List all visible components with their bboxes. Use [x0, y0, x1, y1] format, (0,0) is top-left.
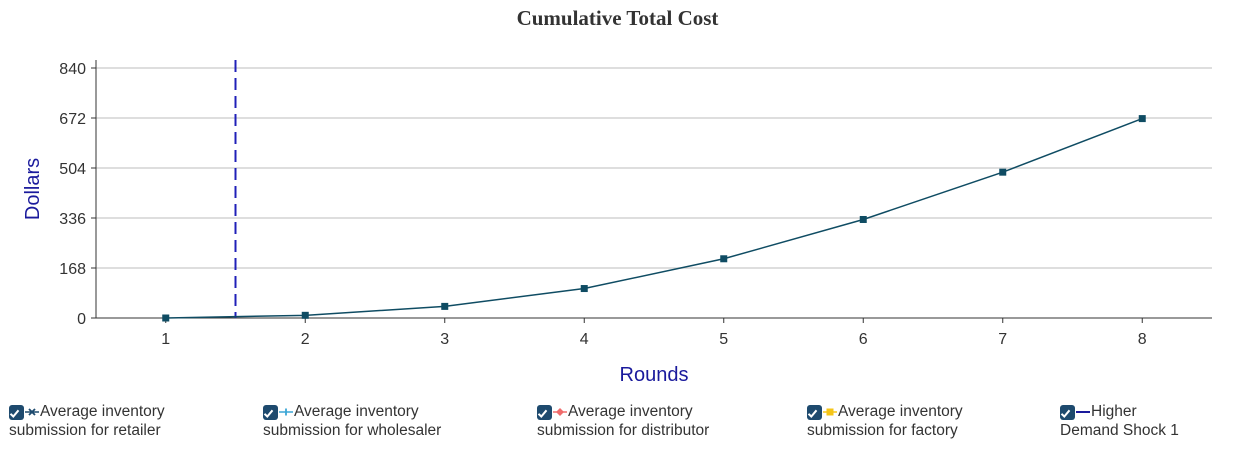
data-point[interactable] — [441, 302, 449, 310]
checkbox-checked[interactable] — [537, 405, 552, 420]
checkbox-checked[interactable] — [807, 405, 822, 420]
line-marker-icon — [1075, 402, 1091, 421]
diamond-marker-icon — [552, 402, 568, 421]
square-marker-icon — [822, 402, 838, 421]
data-point[interactable] — [580, 285, 588, 293]
x-tick-label: 7 — [998, 331, 1007, 348]
legend-label-line1: Average inventory — [838, 403, 963, 420]
y-axis-title: Dollars — [22, 158, 44, 220]
legend-label-line2: submission for wholesaler — [263, 422, 442, 439]
checkbox-checked[interactable] — [9, 405, 24, 420]
x-tick-label: 1 — [161, 331, 170, 348]
legend-item[interactable]: Average inventory submission for wholesal… — [263, 402, 441, 440]
x-tick-labels: 1 2 3 4 5 6 7 8 — [161, 331, 1147, 348]
x-tick-label: 3 — [440, 331, 449, 348]
axes — [91, 60, 1212, 323]
y-tick-label: 336 — [59, 211, 86, 228]
data-point[interactable] — [999, 168, 1007, 176]
y-tick-label: 840 — [59, 61, 86, 78]
y-tick-label: 672 — [59, 111, 86, 128]
legend-label-line2: Demand Shock 1 — [1060, 422, 1179, 439]
line-chart: 0 168 336 504 672 840 1 2 3 4 5 6 7 8 Rounds Dollars — [22, 60, 1212, 386]
checkbox-checked[interactable] — [263, 405, 278, 420]
legend-label-line1: Average inventory — [294, 403, 419, 420]
legend-label-line2: submission for factory — [807, 422, 958, 439]
gridlines — [96, 67, 1212, 269]
legend-label-line1: Average inventory — [568, 403, 693, 420]
data-point[interactable] — [162, 314, 170, 322]
legend-label-line1: Higher — [1091, 403, 1137, 420]
x-tick-label: 5 — [719, 331, 728, 348]
legend-label-line2: submission for distributor — [537, 422, 710, 439]
y-tick-label: 168 — [59, 261, 86, 278]
x-tick-label: 4 — [580, 331, 589, 348]
data-point[interactable] — [720, 255, 728, 263]
x-marker-icon — [24, 402, 40, 421]
checkmark-icon — [807, 409, 818, 418]
series-line — [165, 117, 1143, 319]
y-tick-labels: 0 168 336 504 672 840 — [59, 61, 86, 328]
data-point[interactable] — [301, 311, 309, 319]
legend-item[interactable]: Average inventory submission for factory — [807, 402, 963, 440]
data-point[interactable] — [859, 215, 867, 223]
legend-label-line1: Average inventory — [40, 403, 165, 420]
legend: Average inventory submission for retailer… — [0, 402, 1245, 452]
checkmark-icon — [9, 409, 20, 418]
x-tick-label: 2 — [301, 331, 310, 348]
checkbox-checked[interactable] — [1060, 405, 1075, 420]
checkmark-icon — [1060, 409, 1071, 418]
series-group — [162, 115, 1146, 322]
x-tick-label: 6 — [859, 331, 868, 348]
y-tick-label: 0 — [77, 311, 86, 328]
data-point[interactable] — [1138, 115, 1146, 123]
x-axis-title: Rounds — [620, 364, 689, 386]
legend-item[interactable]: Average inventory submission for distribu… — [537, 402, 709, 440]
checkmark-icon — [537, 409, 548, 418]
legend-item[interactable]: Average inventory submission for retailer — [9, 402, 165, 440]
chart-title: Cumulative Total Cost — [516, 6, 719, 30]
legend-item[interactable]: Higher Demand Shock 1 — [1060, 402, 1179, 440]
legend-label-line2: submission for retailer — [9, 422, 161, 439]
y-tick-label: 504 — [59, 161, 86, 178]
x-tick-label: 8 — [1138, 331, 1147, 348]
checkmark-icon — [263, 409, 274, 418]
plus-marker-icon — [278, 402, 294, 421]
